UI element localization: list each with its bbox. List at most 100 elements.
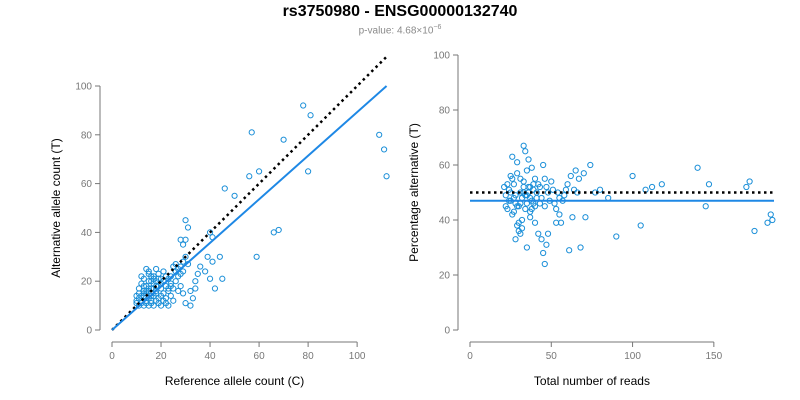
left-x-tick-label: 40 <box>204 351 216 362</box>
right-data-point <box>541 260 548 268</box>
right-data-point <box>541 203 548 210</box>
right-data-point <box>531 175 539 182</box>
right-data-point <box>527 208 534 215</box>
right-data-point <box>629 172 636 180</box>
right-data-point <box>536 183 544 191</box>
left-data-point <box>192 285 199 292</box>
left-data-point <box>209 258 216 265</box>
right-data-point <box>587 161 594 169</box>
right-data-point <box>517 230 524 237</box>
right-data-point <box>540 161 547 169</box>
right-data-point <box>504 181 511 188</box>
right-data-point <box>543 241 550 248</box>
left-data-point <box>216 253 223 260</box>
left-data-point <box>184 224 192 231</box>
left-y-tick-label: 40 <box>81 228 93 239</box>
left-data-point <box>165 287 172 295</box>
right-x-axis-label: Total number of reads <box>534 374 650 388</box>
left-data-point <box>167 282 174 290</box>
right-data-point <box>746 178 753 185</box>
left-data-point <box>160 290 167 297</box>
left-data-point <box>219 275 226 282</box>
right-data-point <box>582 214 589 221</box>
right-data-point <box>502 192 509 199</box>
left-data-point <box>179 241 187 248</box>
right-data-point <box>522 148 529 155</box>
right-data-point <box>544 230 552 237</box>
left-data-point <box>182 217 189 224</box>
left-data-point <box>140 282 147 290</box>
right-data-point <box>567 172 574 180</box>
left-x-axis-label: Reference allele count (C) <box>165 374 304 388</box>
right-data-point <box>658 181 665 188</box>
right-data-point <box>522 205 529 213</box>
right-data-point <box>553 219 560 226</box>
right-data-point <box>514 170 521 177</box>
right-data-point <box>517 189 524 196</box>
right-data-point <box>523 167 530 174</box>
right-data-point <box>540 249 547 257</box>
right-data-point <box>769 216 776 224</box>
left-data-point <box>383 173 390 180</box>
left-data-point <box>376 131 383 138</box>
left-data-point <box>148 292 155 299</box>
left-data-point <box>221 185 228 192</box>
left-data-point <box>177 270 184 277</box>
right-data-point <box>510 208 517 215</box>
right-data-point <box>566 247 573 254</box>
right-y-tick-label: 60 <box>439 161 451 172</box>
left-data-point <box>170 297 177 304</box>
left-data-point <box>182 300 189 307</box>
right-data-point <box>562 186 570 193</box>
left-y-tick-label: 0 <box>86 326 92 337</box>
right-data-point <box>694 164 701 171</box>
left-data-point <box>280 136 287 143</box>
left-y-tick-label: 80 <box>81 130 93 141</box>
right-data-point <box>705 181 713 188</box>
right-data-point <box>512 236 519 243</box>
right-data-point <box>523 192 530 199</box>
right-data-point <box>561 192 568 199</box>
left-data-point <box>255 168 263 175</box>
right-y-tick-label: 0 <box>444 326 450 337</box>
right-data-point <box>541 175 548 182</box>
left-x-tick-label: 0 <box>109 351 115 362</box>
right-data-point <box>575 175 583 182</box>
right-data-point <box>520 178 527 185</box>
left-data-point <box>160 268 167 275</box>
left-x-tick-label: 80 <box>303 351 315 362</box>
right-data-point <box>514 222 521 229</box>
left-data-point <box>231 192 238 199</box>
right-y-axis-label: Percentage alternative (T) <box>407 123 421 262</box>
right-x-tick-label: 100 <box>624 351 641 362</box>
left-data-point <box>162 295 170 302</box>
left-fit-line <box>111 85 388 331</box>
left-data-point <box>167 280 174 287</box>
right-data-point <box>523 244 530 251</box>
right-data-point <box>525 156 532 163</box>
left-data-point <box>206 275 214 282</box>
right-data-point <box>764 219 771 226</box>
right-data-point <box>637 222 644 229</box>
right-data-point <box>702 203 709 210</box>
right-data-point <box>543 183 550 191</box>
left-x-tick-label: 20 <box>155 351 167 362</box>
right-data-point <box>564 181 571 188</box>
right-data-point <box>767 211 774 218</box>
left-data-point <box>270 229 277 236</box>
left-data-point <box>140 275 147 282</box>
chart-title: rs3750980 - ENSG00000132740 <box>282 3 518 20</box>
right-data-point <box>527 214 534 221</box>
right-data-point <box>548 178 555 185</box>
right-y-tick-label: 40 <box>439 216 451 227</box>
left-data-point <box>305 168 312 175</box>
left-data-point <box>307 112 314 119</box>
left-data-point <box>177 236 184 243</box>
left-data-point <box>150 302 157 309</box>
right-y-tick-label: 80 <box>439 106 451 117</box>
right-data-point <box>518 225 526 232</box>
left-y-axis-label: Alternative allele count (T) <box>49 138 63 277</box>
left-x-tick-label: 60 <box>254 351 266 362</box>
right-y-tick-label: 100 <box>433 51 450 62</box>
right-x-tick-label: 50 <box>546 351 558 362</box>
